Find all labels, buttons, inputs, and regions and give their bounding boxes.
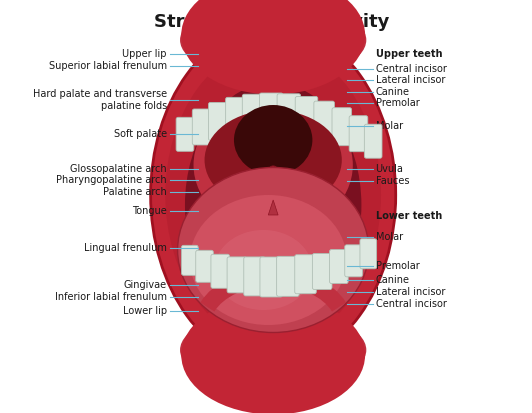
Text: Inferior labial frenulum: Inferior labial frenulum bbox=[55, 292, 167, 302]
Text: Tongue: Tongue bbox=[132, 206, 167, 216]
Text: Central incisor: Central incisor bbox=[376, 299, 446, 309]
Text: Molar: Molar bbox=[376, 121, 403, 131]
Text: Gingivae: Gingivae bbox=[124, 280, 167, 290]
Ellipse shape bbox=[165, 45, 381, 344]
Text: Superior labial frenulum: Superior labial frenulum bbox=[49, 61, 167, 71]
Text: Canine: Canine bbox=[376, 275, 410, 285]
Ellipse shape bbox=[204, 110, 342, 210]
Ellipse shape bbox=[298, 195, 367, 295]
Ellipse shape bbox=[224, 110, 322, 200]
FancyBboxPatch shape bbox=[192, 109, 211, 145]
Text: Central incisor: Central incisor bbox=[376, 64, 446, 74]
FancyBboxPatch shape bbox=[277, 256, 299, 296]
Ellipse shape bbox=[181, 0, 365, 95]
Ellipse shape bbox=[180, 310, 367, 390]
Text: Lateral incisor: Lateral incisor bbox=[376, 287, 445, 297]
Text: Glossopalatine arch: Glossopalatine arch bbox=[70, 164, 167, 174]
Text: Lateral incisor: Lateral incisor bbox=[376, 75, 445, 85]
FancyBboxPatch shape bbox=[277, 94, 301, 138]
FancyBboxPatch shape bbox=[242, 94, 265, 136]
Text: Upper teeth: Upper teeth bbox=[376, 49, 442, 59]
Ellipse shape bbox=[151, 25, 396, 365]
Text: Molar: Molar bbox=[376, 233, 403, 242]
Text: Lower teeth: Lower teeth bbox=[376, 211, 442, 221]
Ellipse shape bbox=[180, 195, 248, 295]
FancyBboxPatch shape bbox=[227, 257, 247, 293]
Text: Fauces: Fauces bbox=[376, 176, 409, 186]
Text: Hard palate and transverse
palatine folds: Hard palate and transverse palatine fold… bbox=[33, 89, 167, 111]
FancyBboxPatch shape bbox=[244, 257, 265, 296]
Ellipse shape bbox=[178, 168, 369, 332]
Text: Lingual frenulum: Lingual frenulum bbox=[84, 243, 167, 253]
FancyBboxPatch shape bbox=[314, 101, 335, 141]
Ellipse shape bbox=[234, 105, 312, 175]
Ellipse shape bbox=[265, 166, 281, 194]
Text: Structure of oral cavity: Structure of oral cavity bbox=[154, 13, 389, 31]
FancyBboxPatch shape bbox=[181, 245, 198, 275]
Text: Upper lip: Upper lip bbox=[122, 49, 167, 59]
FancyBboxPatch shape bbox=[211, 254, 229, 288]
Ellipse shape bbox=[181, 295, 365, 413]
Ellipse shape bbox=[185, 83, 361, 328]
Text: Soft palate: Soft palate bbox=[114, 129, 167, 139]
Text: Premolar: Premolar bbox=[376, 98, 419, 108]
Text: Canine: Canine bbox=[376, 87, 410, 97]
FancyBboxPatch shape bbox=[176, 117, 194, 151]
Text: Pharyngopalatine arch: Pharyngopalatine arch bbox=[56, 176, 167, 185]
FancyBboxPatch shape bbox=[312, 254, 332, 290]
Text: Premolar: Premolar bbox=[376, 261, 419, 271]
FancyBboxPatch shape bbox=[226, 97, 246, 138]
FancyBboxPatch shape bbox=[349, 116, 368, 152]
FancyBboxPatch shape bbox=[332, 108, 352, 146]
FancyBboxPatch shape bbox=[260, 93, 283, 137]
FancyBboxPatch shape bbox=[295, 97, 318, 138]
FancyBboxPatch shape bbox=[260, 257, 282, 297]
Ellipse shape bbox=[180, 0, 367, 80]
FancyBboxPatch shape bbox=[360, 239, 377, 269]
FancyBboxPatch shape bbox=[345, 245, 362, 277]
Ellipse shape bbox=[194, 97, 353, 233]
Polygon shape bbox=[268, 200, 278, 215]
FancyBboxPatch shape bbox=[295, 255, 317, 294]
Text: Palatine arch: Palatine arch bbox=[103, 187, 167, 197]
Ellipse shape bbox=[214, 230, 312, 310]
FancyBboxPatch shape bbox=[364, 124, 382, 158]
FancyBboxPatch shape bbox=[329, 249, 348, 284]
FancyBboxPatch shape bbox=[209, 102, 228, 140]
FancyBboxPatch shape bbox=[196, 250, 213, 282]
Ellipse shape bbox=[190, 195, 347, 325]
Text: Uvula: Uvula bbox=[376, 164, 403, 174]
Text: Lower lip: Lower lip bbox=[123, 306, 167, 316]
